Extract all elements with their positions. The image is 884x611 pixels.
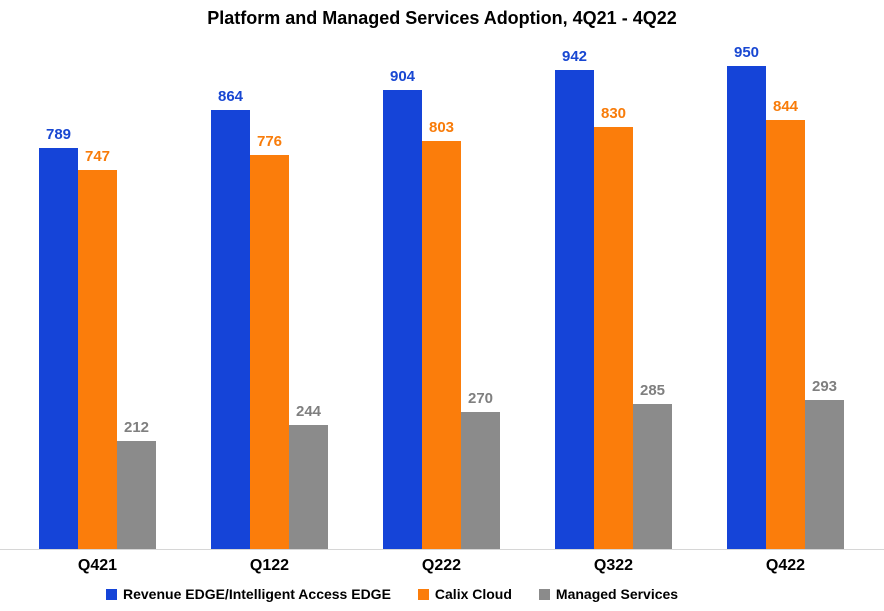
legend-item-calix-cloud: Calix Cloud [417,586,512,602]
legend-label-calix-cloud: Calix Cloud [434,586,512,602]
x-axis-label-q122: Q122 [249,557,290,574]
legend-swatch-calix-cloud [417,588,429,600]
chart-title: Platform and Managed Services Adoption, … [207,8,677,28]
x-axis-label-q421: Q421 [77,557,118,574]
bar-managed-services-q122 [289,425,328,549]
x-axis: Q421 Q122 Q222 Q322 Q422 [0,557,884,577]
bar-managed-services-q421 [117,441,156,549]
bar-value-label-revenue-edge-q122: 864 [217,88,244,105]
bar-value-label-managed-services-q421: 212 [123,419,150,436]
x-axis-label-q222: Q222 [421,557,462,574]
legend: Revenue EDGE/Intelligent Access EDGE Cali… [106,586,678,602]
bar-revenue-edge-q322 [555,70,594,549]
bar-calix-cloud-q222 [422,141,461,549]
legend-item-revenue-edge: Revenue EDGE/Intelligent Access EDGE [106,586,391,602]
bar-value-label-calix-cloud-q222: 803 [428,119,455,136]
x-axis-label-q422: Q422 [765,557,806,574]
bar-calix-cloud-q122 [250,155,289,549]
bar-value-label-calix-cloud-q422: 844 [772,98,799,115]
legend-swatch-revenue-edge [106,588,117,600]
bar-managed-services-q222 [461,412,500,549]
bar-value-label-calix-cloud-q421: 747 [84,148,111,165]
bar-value-label-revenue-edge-q422: 950 [733,44,760,61]
bar-value-label-managed-services-q322: 285 [639,382,666,399]
bar-value-label-revenue-edge-q421: 789 [45,126,72,143]
bar-revenue-edge-q122 [211,110,250,549]
bar-value-label-managed-services-q122: 244 [295,403,322,420]
bar-revenue-edge-q421 [39,148,78,549]
bar-value-label-calix-cloud-q122: 776 [256,133,283,150]
bar-managed-services-q322 [633,404,672,549]
bar-calix-cloud-q422 [766,120,805,549]
legend-label-revenue-edge: Revenue EDGE/Intelligent Access EDGE [123,586,391,602]
bar-value-label-revenue-edge-q222: 904 [389,68,416,85]
bar-revenue-edge-q222 [383,90,422,549]
bar-value-label-calix-cloud-q322: 830 [600,105,627,122]
bar-revenue-edge-q422 [727,66,766,549]
bar-value-label-revenue-edge-q322: 942 [561,48,588,65]
legend-swatch-managed-services [538,588,550,600]
bar-calix-cloud-q322 [594,127,633,549]
plot-area: 789 747 212 864 776 244 904 803 270 942 830 285 950 8… [0,42,884,550]
x-axis-label-q322: Q322 [593,557,634,574]
legend-item-managed-services: Managed Services [538,586,679,602]
legend-label-managed-services: Managed Services [555,586,679,602]
bar-value-label-managed-services-q222: 270 [467,390,494,407]
bar-managed-services-q422 [805,400,844,549]
bar-value-label-managed-services-q422: 293 [811,378,838,395]
bar-calix-cloud-q421 [78,170,117,549]
